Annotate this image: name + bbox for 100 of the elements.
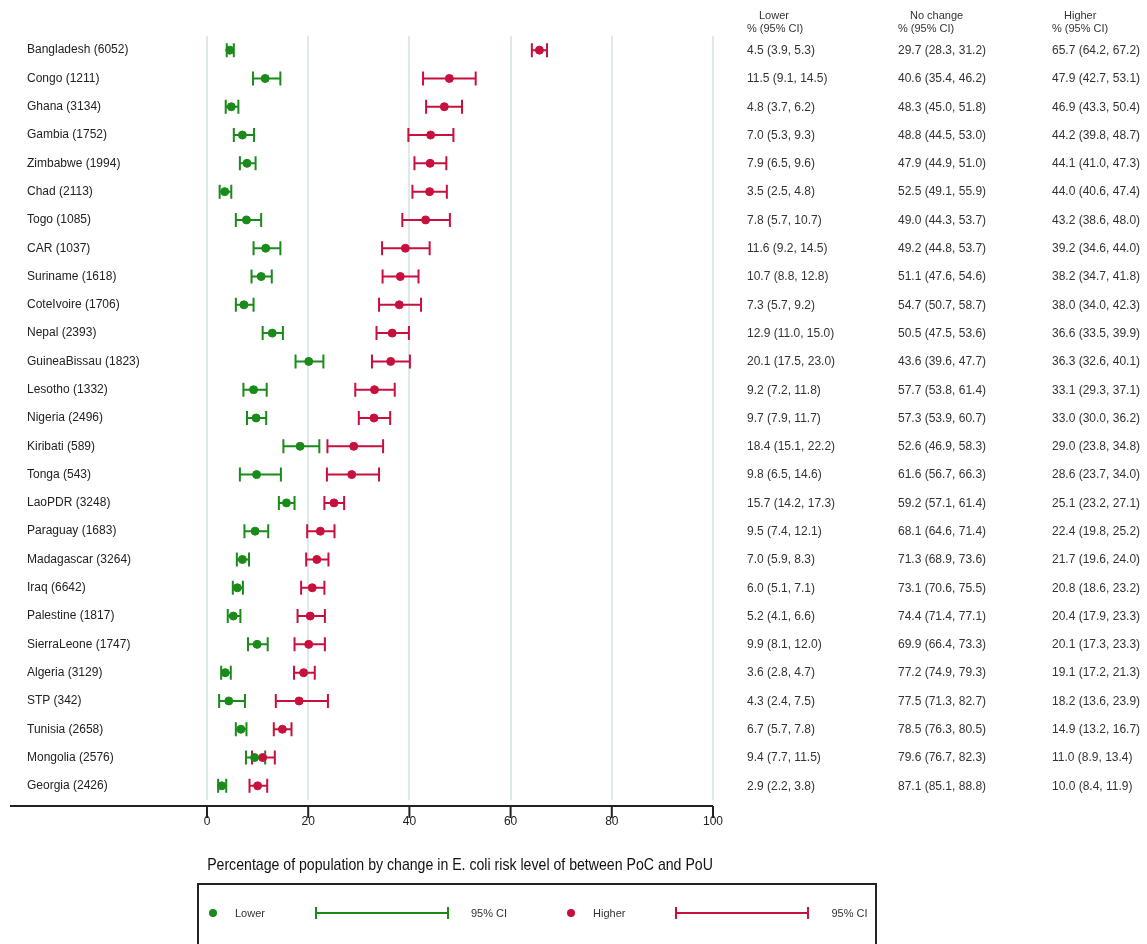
point (386, 356, 396, 366)
text: 9.4 (7.7, 11.5) (747, 750, 821, 765)
text: 95% CI (470, 907, 508, 919)
y-tick-label: Gambia (1752) (27, 127, 108, 142)
text: 7.0 (5.9, 8.3) (747, 552, 816, 567)
text: 9.2 (7.2, 11.8) (747, 382, 821, 397)
point (220, 668, 230, 678)
text: 43.2 (38.6, 48.0) (1052, 212, 1141, 227)
text: 29.0 (23.8, 34.8) (1052, 439, 1141, 454)
point (439, 102, 449, 112)
point (261, 243, 271, 253)
point (258, 753, 268, 763)
point (250, 753, 260, 763)
text: 48.8 (44.5, 53.0) (898, 127, 987, 142)
y-tick-label: Madagascar (3264) (27, 551, 132, 566)
text: 25.1 (23.2, 27.1) (1052, 495, 1141, 510)
text: 4.3 (2.4, 7.5) (747, 693, 816, 708)
y-tick-label: Georgia (2426) (27, 778, 108, 793)
text: 65.7 (64.2, 67.2) (1052, 42, 1141, 57)
point (349, 441, 359, 451)
text: 38.0 (34.0, 42.3) (1052, 297, 1141, 312)
y-tick-label: Suriname (1618) (27, 268, 117, 283)
y-tick-label: Chad (2113) (27, 183, 93, 198)
text: 5.2 (4.1, 6.6) (747, 608, 816, 623)
text: 36.6 (33.5, 39.9) (1052, 325, 1141, 340)
y-tick-label: STP (342) (27, 693, 82, 708)
point (304, 356, 314, 366)
point (305, 611, 315, 621)
point (369, 413, 379, 423)
y-tick-label: GuineaBissau (1823) (27, 353, 140, 368)
text: 46.9 (43.3, 50.4) (1052, 99, 1141, 114)
point (295, 441, 305, 451)
y-tick-label: Zimbabwe (1994) (27, 155, 121, 170)
text: 11.0 (8.9, 13.4) (1052, 750, 1133, 765)
text: 47.9 (42.7, 53.1) (1052, 71, 1141, 86)
point (312, 554, 322, 564)
x-tick-label: 80 (605, 813, 619, 828)
point (315, 526, 325, 536)
y-tick-label: Kiribati (589) (27, 438, 96, 453)
point (307, 583, 317, 593)
x-tick-label: 60 (503, 813, 518, 828)
text: 20.8 (18.6, 23.2) (1052, 580, 1141, 595)
text: 68.1 (64.6, 71.4) (898, 523, 987, 538)
y-tick-label: CoteIvoire (1706) (27, 297, 120, 312)
text: 10.0 (8.4, 11.9) (1052, 778, 1133, 793)
text: 9.7 (7.9, 11.7) (747, 410, 821, 425)
text: 47.9 (44.9, 51.0) (898, 156, 987, 171)
point (239, 300, 249, 310)
text: % (95% CI) (898, 22, 955, 35)
text: % (95% CI) (747, 22, 804, 35)
category-label: Higher (1064, 9, 1097, 22)
y-tick-label: Algeria (3129) (27, 664, 103, 679)
text: 7.0 (5.3, 9.3) (747, 127, 816, 142)
y-tick-label: Ghana (3134) (27, 99, 102, 114)
y-tick-label: SierraLeone (1747) (27, 636, 131, 651)
point (225, 45, 235, 55)
x-axis-title: Percentage of population by change in E. coli risk level of between PoC and PoU (207, 855, 713, 874)
y-tick-label: Congo (1211) (27, 70, 100, 85)
point (394, 300, 404, 310)
text: 95% CI (831, 907, 868, 919)
y-tick-label: Lesotho (1332) (27, 382, 108, 397)
text: 39.2 (34.6, 44.0) (1052, 241, 1141, 256)
text: 10.7 (8.8, 12.8) (747, 269, 829, 284)
text: 6.7 (5.7, 7.8) (747, 722, 816, 737)
text: 33.1 (29.3, 37.1) (1052, 382, 1141, 397)
point (304, 639, 314, 649)
y-tick-label: Nepal (2393) (27, 325, 97, 340)
text: 7.3 (5.7, 9.2) (747, 297, 816, 312)
text: 59.2 (57.1, 61.4) (898, 495, 987, 510)
text: 20.1 (17.3, 23.3) (1052, 637, 1141, 652)
point (425, 158, 435, 168)
point (387, 328, 397, 338)
legend-label: Higher (593, 907, 626, 919)
y-tick-label: Paraguay (1683) (27, 523, 117, 538)
text: 78.5 (76.3, 80.5) (898, 722, 987, 737)
y-tick-label: Togo (1085) (27, 212, 92, 227)
point (252, 639, 262, 649)
text: 28.6 (23.7, 34.0) (1052, 467, 1141, 482)
text: % (95% CI) (1052, 22, 1109, 35)
text: 52.6 (46.9, 58.3) (898, 439, 987, 454)
text: 19.1 (17.2, 21.3) (1052, 665, 1141, 680)
point (395, 272, 405, 282)
y-tick-label: Iraq (6642) (27, 580, 86, 595)
text: 7.8 (5.7, 10.7) (747, 212, 822, 227)
text: 3.6 (2.8, 4.7) (747, 665, 816, 680)
point (226, 102, 236, 112)
y-tick-label: CAR (1037) (27, 240, 91, 255)
text: 20.1 (17.5, 23.0) (747, 354, 836, 369)
text: 4.8 (3.7, 6.2) (747, 99, 816, 114)
x-tick-label: 20 (301, 813, 316, 828)
y-tick-label: Tunisia (2658) (27, 721, 104, 736)
text: 44.1 (41.0, 47.3) (1052, 156, 1141, 171)
y-tick-label: Bangladesh (6052) (27, 42, 129, 57)
text: 33.0 (30.0, 36.2) (1052, 410, 1141, 425)
point (242, 158, 252, 168)
point (224, 696, 234, 706)
text: 71.3 (68.9, 73.6) (898, 552, 987, 567)
point (400, 243, 410, 253)
point (267, 328, 277, 338)
text: 44.0 (40.6, 47.4) (1052, 184, 1141, 199)
